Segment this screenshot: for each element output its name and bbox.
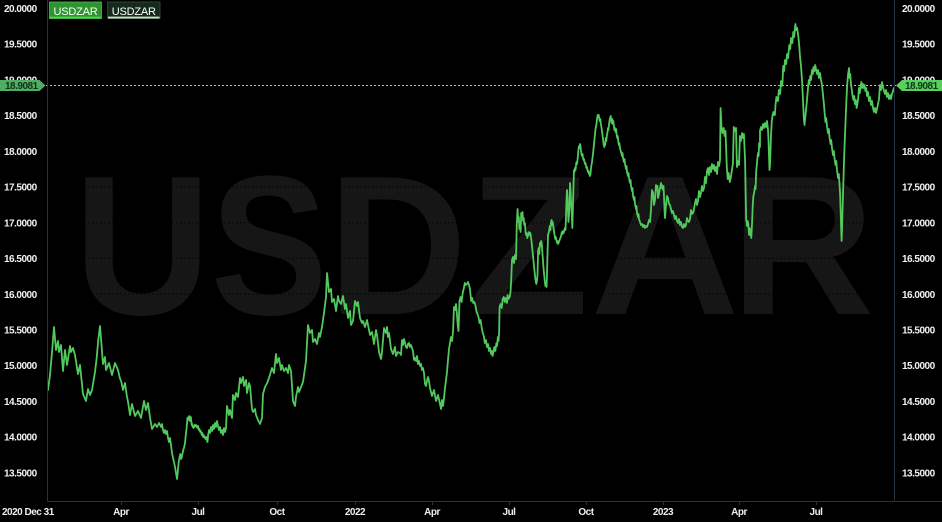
svg-text:16.0000: 16.0000 xyxy=(902,290,936,301)
svg-text:U: U xyxy=(74,135,211,357)
svg-text:A: A xyxy=(591,135,740,357)
svg-text:20.0000: 20.0000 xyxy=(4,4,38,15)
svg-text:Jul: Jul xyxy=(810,507,824,518)
svg-text:2022: 2022 xyxy=(345,507,366,518)
svg-text:17.0000: 17.0000 xyxy=(902,218,936,229)
svg-text:18.9081: 18.9081 xyxy=(5,81,39,92)
svg-text:S: S xyxy=(211,135,328,357)
svg-text:13.5000: 13.5000 xyxy=(902,468,936,479)
svg-text:14.5000: 14.5000 xyxy=(4,397,38,408)
svg-text:16.5000: 16.5000 xyxy=(4,254,38,265)
svg-text:Oct: Oct xyxy=(269,507,285,518)
svg-text:18.9081: 18.9081 xyxy=(905,81,939,92)
svg-text:16.5000: 16.5000 xyxy=(902,254,936,265)
svg-text:USDZAR: USDZAR xyxy=(53,6,97,18)
svg-text:Apr: Apr xyxy=(113,507,129,518)
svg-text:14.0000: 14.0000 xyxy=(4,433,38,444)
svg-text:Jul: Jul xyxy=(192,507,206,518)
svg-text:16.0000: 16.0000 xyxy=(4,290,38,301)
svg-text:Jul: Jul xyxy=(503,507,517,518)
svg-text:18.5000: 18.5000 xyxy=(4,111,38,122)
svg-text:15.5000: 15.5000 xyxy=(902,326,936,337)
svg-text:17.5000: 17.5000 xyxy=(902,183,936,194)
svg-text:18.0000: 18.0000 xyxy=(4,147,38,158)
svg-text:D: D xyxy=(328,135,467,357)
svg-text:Oct: Oct xyxy=(578,507,594,518)
svg-text:20.0000: 20.0000 xyxy=(902,4,936,15)
svg-text:USDZAR: USDZAR xyxy=(112,6,156,18)
svg-text:Apr: Apr xyxy=(731,507,747,518)
svg-text:15.5000: 15.5000 xyxy=(4,326,38,337)
svg-text:18.0000: 18.0000 xyxy=(902,147,936,158)
svg-text:2023: 2023 xyxy=(653,507,674,518)
svg-text:18.5000: 18.5000 xyxy=(902,111,936,122)
svg-text:R: R xyxy=(731,135,875,357)
svg-text:15.0000: 15.0000 xyxy=(902,361,936,372)
svg-text:Apr: Apr xyxy=(424,507,440,518)
svg-text:14.5000: 14.5000 xyxy=(902,397,936,408)
svg-text:17.5000: 17.5000 xyxy=(4,183,38,194)
svg-text:14.0000: 14.0000 xyxy=(902,433,936,444)
svg-text:17.0000: 17.0000 xyxy=(4,218,38,229)
svg-text:19.5000: 19.5000 xyxy=(902,40,936,51)
svg-text:13.5000: 13.5000 xyxy=(4,468,38,479)
svg-text:2020 Dec 31: 2020 Dec 31 xyxy=(2,507,55,518)
svg-text:15.0000: 15.0000 xyxy=(4,361,38,372)
svg-text:19.5000: 19.5000 xyxy=(4,40,38,51)
svg-text:Z: Z xyxy=(470,135,589,357)
